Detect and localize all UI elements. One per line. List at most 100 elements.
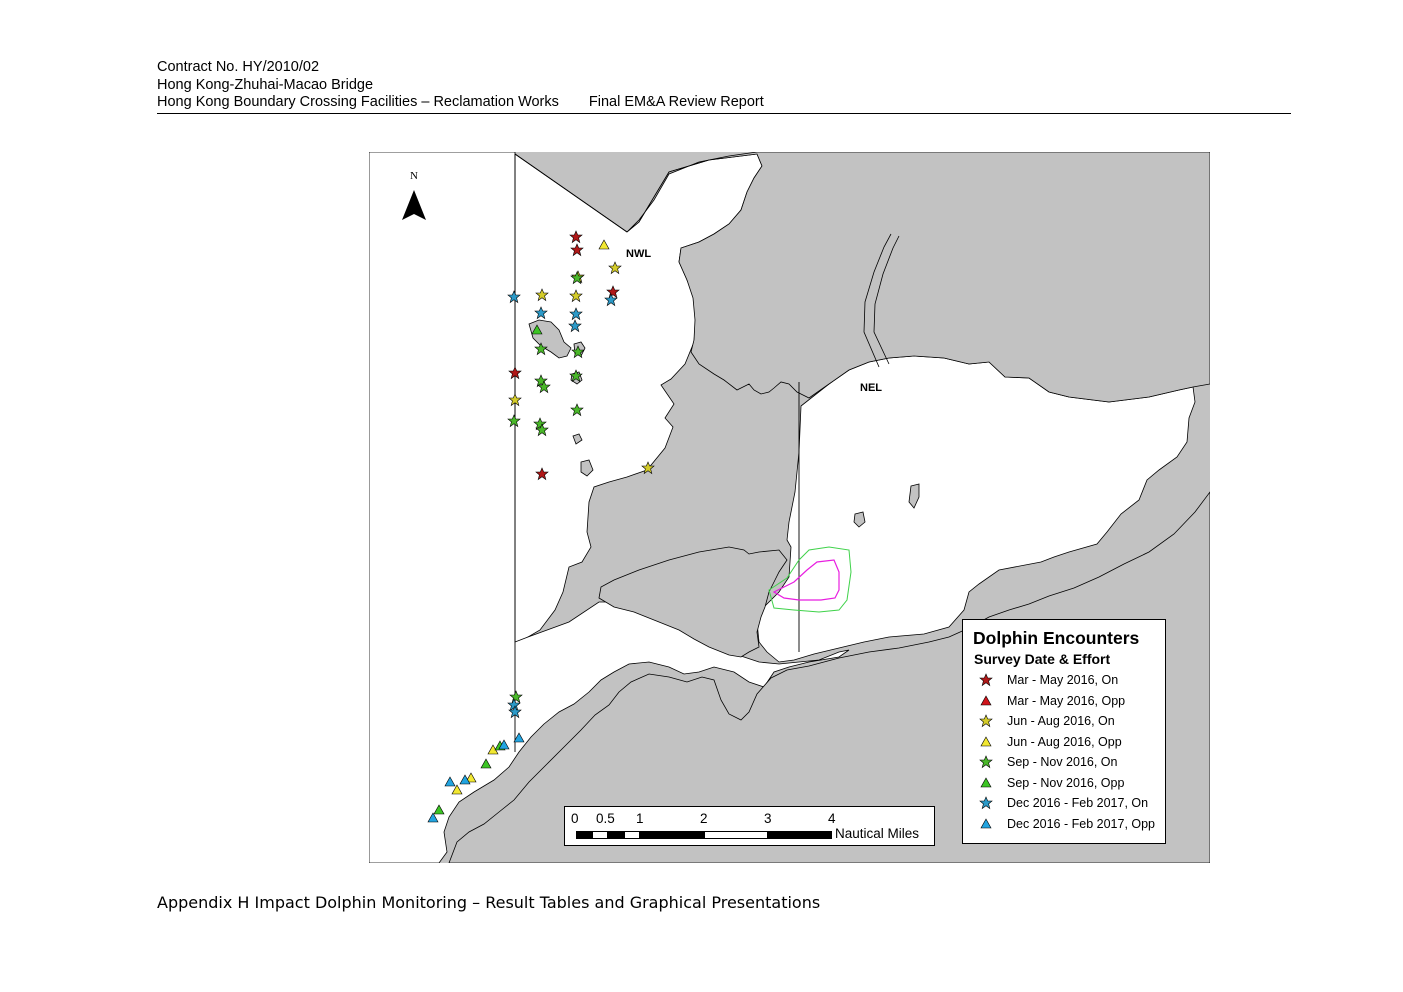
star-icon (979, 714, 993, 728)
sighting-star (507, 290, 521, 304)
island-small-4 (572, 433, 583, 445)
sighting-triangle (531, 324, 543, 335)
legend-item-label: Jun - Aug 2016, Opp (1007, 735, 1122, 749)
legend-item-label: Sep - Nov 2016, On (1007, 755, 1118, 769)
legend-item: Sep - Nov 2016, Opp (978, 774, 1124, 792)
sighting-triangle (465, 772, 477, 783)
sighting-star (535, 288, 549, 302)
project-name: Hong Kong-Zhuhai-Macao Bridge (157, 76, 374, 93)
sighting-triangle (433, 804, 445, 815)
scale-segment (576, 831, 592, 839)
scale-tick-label: 2 (700, 811, 708, 826)
map-canvas: N NWL NEL (369, 152, 1210, 863)
report-name: Final EM&A Review Report (588, 94, 764, 110)
triangle-icon (980, 777, 992, 788)
sighting-star (508, 705, 522, 719)
sighting-triangle (498, 739, 510, 750)
legend-item-label: Jun - Aug 2016, On (1007, 714, 1115, 728)
legend-item-label: Dec 2016 - Feb 2017, On (1007, 796, 1149, 810)
sighting-star (570, 243, 584, 257)
document-header: Contract No. HY/2010/02 Hong Kong-Zhuhai… (157, 59, 1291, 114)
sighting-triangle (480, 758, 492, 769)
scale-segment (704, 831, 768, 839)
sighting-star (606, 285, 620, 299)
legend-item: Dec 2016 - Feb 2017, Opp (978, 815, 1155, 833)
sighting-star (570, 403, 584, 417)
scale-tick-label: 0 (571, 811, 579, 826)
star-icon (979, 796, 993, 810)
legend-item: Mar - May 2016, On (978, 671, 1118, 689)
sighting-star (508, 366, 522, 380)
legend-subtitle: Survey Date & Effort (974, 651, 1111, 667)
sighting-star (569, 307, 583, 321)
star-icon (979, 755, 993, 769)
water-channel-south (369, 152, 850, 863)
sighting-star (534, 306, 548, 320)
map-legend: Dolphin Encounters Survey Date & Effort … (962, 619, 1166, 844)
legend-item-label: Mar - May 2016, Opp (1007, 694, 1126, 708)
sighting-triangle (451, 784, 463, 795)
sighting-star (641, 461, 655, 475)
scale-segment (640, 831, 704, 839)
land-north (626, 152, 1210, 403)
contract-number: Contract No. HY/2010/02 (157, 59, 320, 75)
area-label-nwl: NWL (626, 248, 651, 260)
scale-tick-label: 3 (764, 811, 772, 826)
legend-item: Sep - Nov 2016, On (978, 753, 1117, 771)
sighting-star (569, 289, 583, 303)
dolphin-encounter-map: N NWL NEL (369, 152, 1210, 863)
scale-segment (624, 831, 640, 839)
legend-item: Dec 2016 - Feb 2017, On (978, 794, 1148, 812)
page-caption: Appendix H Impact Dolphin Monitoring – R… (157, 893, 821, 912)
legend-item: Jun - Aug 2016, Opp (978, 733, 1122, 751)
sighting-star (534, 342, 548, 356)
sighting-star (604, 293, 618, 307)
north-arrow-icon (402, 190, 426, 220)
north-label: N (410, 170, 418, 182)
island-west (598, 546, 788, 658)
legend-item: Jun - Aug 2016, On (978, 712, 1115, 730)
project-subtitle-row: Hong Kong Boundary Crossing Facilities –… (157, 94, 1291, 112)
sighting-star (509, 690, 523, 704)
sighting-triangle (459, 774, 471, 785)
triangle-icon (980, 818, 992, 829)
scale-segment (592, 831, 608, 839)
scale-tick-label: 0.5 (596, 811, 615, 826)
sighting-triangle (427, 812, 439, 823)
reclamation-outline-pink (772, 559, 840, 601)
island-small-7 (853, 511, 866, 528)
sighting-star (507, 414, 521, 428)
sighting-star (568, 319, 582, 333)
sighting-star (608, 261, 622, 275)
sighting-star (570, 271, 584, 285)
sighting-star (535, 423, 549, 437)
triangle-icon (980, 695, 992, 706)
scale-segment (608, 831, 624, 839)
sighting-star (535, 467, 549, 481)
sighting-markers (427, 230, 655, 823)
legend-item-label: Sep - Nov 2016, Opp (1007, 776, 1125, 790)
scale-tick-label: 1 (636, 811, 644, 826)
sighting-star (571, 345, 585, 359)
river-channel (863, 233, 900, 368)
sighting-star (537, 380, 551, 394)
island-small-6 (908, 483, 920, 509)
island-small-5 (580, 459, 594, 477)
sighting-triangle (513, 732, 525, 743)
area-label-nel: NEL (860, 382, 882, 394)
survey-boundary-diagonal (514, 153, 628, 233)
scale-bar: 0 0.5 1 2 3 4 Nautical Miles (564, 806, 935, 846)
sighting-star (508, 393, 522, 407)
sighting-star (569, 230, 583, 244)
legend-item-label: Mar - May 2016, On (1007, 673, 1119, 687)
works-name: Hong Kong Boundary Crossing Facilities –… (157, 94, 559, 110)
star-icon (979, 673, 993, 687)
legend-title: Dolphin Encounters (973, 628, 1140, 648)
legend-item-label: Dec 2016 - Feb 2017, Opp (1007, 817, 1156, 831)
sighting-star (569, 369, 583, 383)
scale-tick-label: 4 (828, 811, 836, 826)
reclamation-outline-green (768, 546, 852, 613)
sighting-triangle (444, 776, 456, 787)
triangle-icon (980, 736, 992, 747)
sighting-triangle (598, 239, 610, 250)
